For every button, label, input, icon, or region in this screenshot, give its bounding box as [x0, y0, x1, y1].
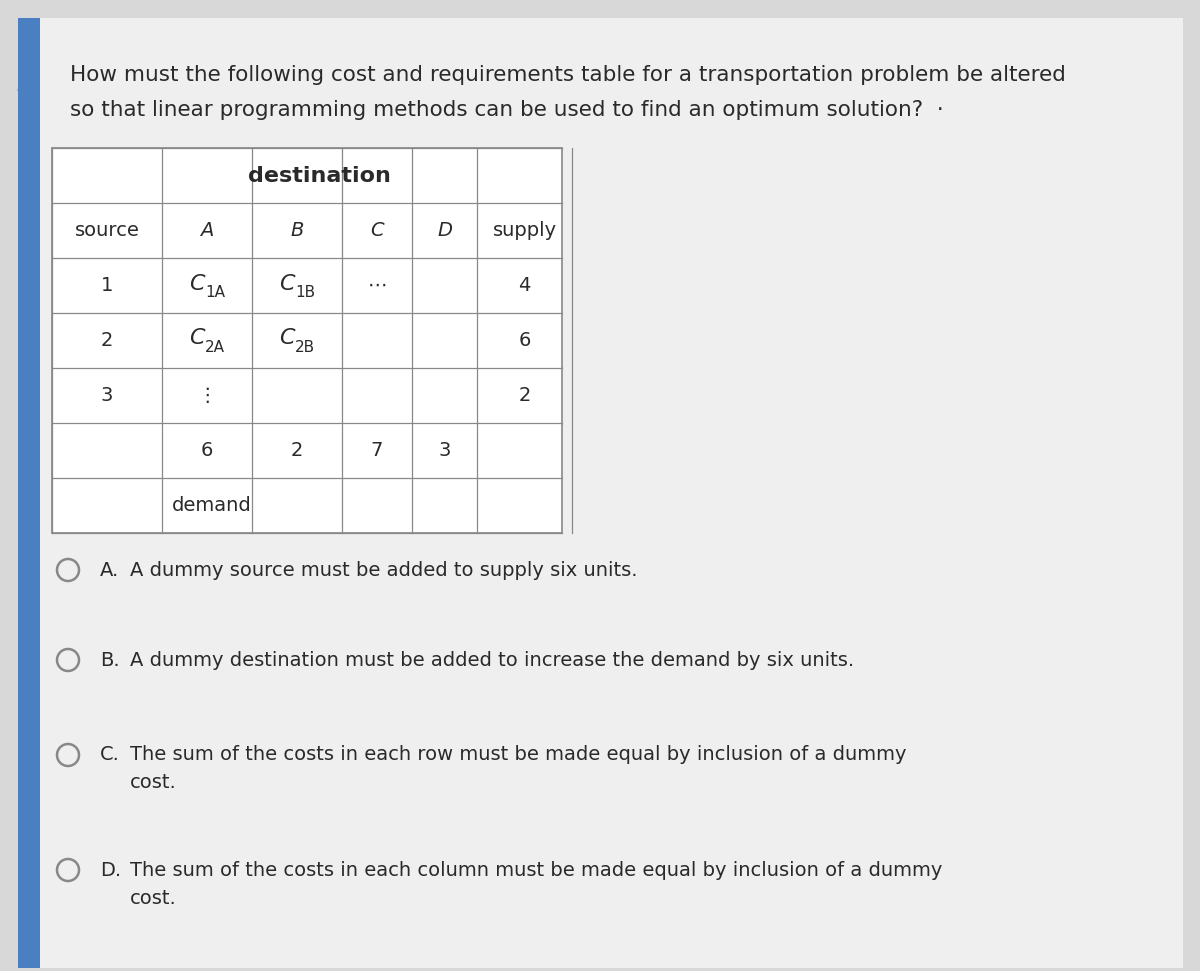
Text: The sum of the costs in each row must be made equal by inclusion of a dummy: The sum of the costs in each row must be…	[130, 746, 906, 764]
Text: C: C	[190, 274, 205, 293]
Text: C: C	[190, 328, 205, 349]
Bar	[18, 18, 40, 968]
Text: D.: D.	[100, 860, 121, 880]
Text: ⋮: ⋮	[197, 386, 217, 405]
Text: 2: 2	[101, 331, 113, 350]
Text: 3: 3	[101, 386, 113, 405]
Text: source: source	[74, 221, 139, 240]
Text: demand: demand	[172, 496, 252, 515]
Text: 1A: 1A	[205, 285, 226, 300]
Text: The sum of the costs in each column must be made equal by inclusion of a dummy: The sum of the costs in each column must…	[130, 860, 942, 880]
Text: supply: supply	[492, 221, 557, 240]
Text: C: C	[370, 221, 384, 240]
Text: B.: B.	[100, 651, 120, 669]
Text: How must the following cost and requirements table for a transportation problem : How must the following cost and requirem…	[70, 65, 1066, 85]
Text: 2B: 2B	[295, 340, 316, 355]
Text: destination: destination	[248, 165, 391, 185]
Text: A: A	[200, 221, 214, 240]
Text: 2A: 2A	[205, 340, 226, 355]
Text: A dummy destination must be added to increase the demand by six units.: A dummy destination must be added to inc…	[130, 651, 854, 669]
Text: C: C	[280, 328, 295, 349]
Text: B: B	[290, 221, 304, 240]
Text: ⋯: ⋯	[367, 276, 386, 295]
Text: A.: A.	[100, 560, 119, 580]
Text: 6: 6	[518, 331, 530, 350]
Text: 1: 1	[101, 276, 113, 295]
Text: 1B: 1B	[295, 285, 316, 300]
Text: cost.: cost.	[130, 774, 176, 792]
Text: 4: 4	[518, 276, 530, 295]
Text: 3: 3	[438, 441, 451, 460]
Text: 6: 6	[200, 441, 214, 460]
Text: 2: 2	[290, 441, 304, 460]
Text: C: C	[280, 274, 295, 293]
Text: A dummy source must be added to supply six units.: A dummy source must be added to supply s…	[130, 560, 637, 580]
Text: C.: C.	[100, 746, 120, 764]
Text: 7: 7	[371, 441, 383, 460]
Text: so that linear programming methods can be used to find an optimum solution?  ·: so that linear programming methods can b…	[70, 100, 943, 120]
Text: cost.: cost.	[130, 888, 176, 908]
Bar	[52, 148, 562, 533]
Text: 2: 2	[518, 386, 530, 405]
Text: D: D	[437, 221, 452, 240]
